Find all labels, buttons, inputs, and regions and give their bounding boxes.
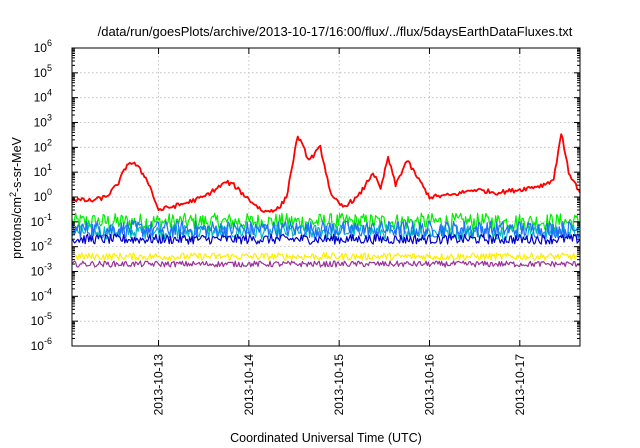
series-line-4 [71, 233, 581, 245]
series-line-0 [71, 133, 581, 213]
y-tick-label-exponent: -5 [44, 311, 52, 321]
y-tick-label: 10-3 [31, 262, 52, 279]
series-lines [71, 133, 581, 268]
y-tick-label-exponent: 3 [47, 113, 52, 123]
y-axis-label: protons/cm2-s-sr-MeV [8, 136, 24, 258]
y-tick-label-base: 10 [31, 265, 45, 279]
y-axis-label-suffix: -s-sr-MeV [10, 136, 24, 192]
y-tick-label-exponent: 6 [47, 38, 52, 48]
y-tick-label: 105 [34, 63, 52, 80]
y-tick-label-base: 10 [34, 66, 48, 80]
x-tick-label: 2013-10-15 [332, 354, 346, 416]
y-tick-label-base: 10 [34, 140, 48, 154]
y-tick-label: 103 [34, 113, 52, 130]
x-axis: 2013-10-13 2013-10-14 2013-10-15 2013-10-16… [152, 48, 527, 415]
y-tick-label: 102 [34, 137, 52, 154]
y-tick-label-exponent: -4 [44, 286, 52, 296]
y-tick-label-base: 10 [31, 339, 45, 353]
y-tick-label-base: 10 [31, 215, 45, 229]
series-line-6 [71, 260, 580, 268]
y-tick-label-exponent: 4 [47, 88, 52, 98]
y-tick-label: 10-5 [31, 311, 52, 328]
x-axis-label: Coordinated Universal Time (UTC) [230, 431, 422, 445]
y-tick-label-exponent: -6 [44, 336, 52, 346]
x-tick-label: 2013-10-17 [513, 354, 527, 416]
y-tick-label: 101 [34, 162, 52, 179]
y-tick-label-base: 10 [31, 314, 45, 328]
y-tick-label-base: 10 [34, 116, 48, 130]
y-tick-label-base: 10 [34, 91, 48, 105]
y-tick-label: 10-4 [31, 286, 52, 303]
y-tick-label-exponent: -2 [44, 237, 52, 247]
y-axis-label-sup: 2 [8, 192, 18, 197]
y-tick-label: 10-1 [31, 212, 52, 229]
y-tick-label: 106 [34, 38, 52, 55]
y-tick-label-exponent: -3 [44, 262, 52, 272]
x-tick-label: 2013-10-13 [152, 354, 166, 416]
y-tick-label-base: 10 [31, 289, 45, 303]
y-tick-label-exponent: 2 [47, 137, 52, 147]
y-axis-label-prefix: protons/cm [10, 197, 24, 259]
y-tick-label-base: 10 [34, 190, 48, 204]
series-line-3 [71, 220, 581, 239]
x-tick-label: 2013-10-14 [242, 354, 256, 416]
y-tick-label-exponent: 0 [47, 187, 52, 197]
y-tick-label: 10-2 [31, 237, 52, 254]
grid [72, 48, 580, 346]
y-tick-label-exponent: 5 [47, 63, 52, 73]
y-tick-label: 10-6 [31, 336, 52, 353]
y-tick-label-base: 10 [31, 240, 45, 254]
chart-title: /data/run/goesPlots/archive/2013-10-17/1… [98, 24, 573, 39]
y-tick-label-exponent: -1 [44, 212, 52, 222]
y-tick-label-base: 10 [34, 165, 48, 179]
y-tick-label: 104 [34, 88, 52, 105]
x-tick-label: 2013-10-16 [422, 354, 436, 416]
y-tick-label: 100 [34, 187, 52, 204]
series-line-5 [72, 252, 581, 261]
y-tick-label-exponent: 1 [47, 162, 52, 172]
y-axis: 10-610-510-410-310-210-11001011021031041… [31, 38, 580, 353]
y-tick-label-base: 10 [34, 41, 48, 55]
